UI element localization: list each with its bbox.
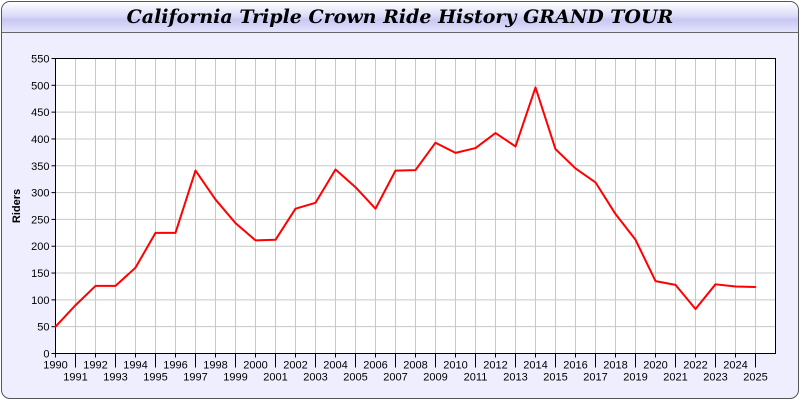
x-tick-label: 2025 <box>743 372 767 384</box>
data-point <box>714 283 717 286</box>
chart-header: California Triple Crown Ride History GRA… <box>2 2 798 33</box>
data-point <box>234 222 237 224</box>
y-tick-label: 0 <box>43 349 49 361</box>
x-tick-label: 2016 <box>563 360 587 372</box>
y-tick-label: 350 <box>31 161 49 173</box>
x-tick-label: 1995 <box>143 372 167 384</box>
data-point <box>474 147 477 149</box>
data-point <box>314 201 317 204</box>
series-line <box>54 86 756 328</box>
x-tick-label: 1994 <box>123 360 147 372</box>
data-point <box>674 284 677 286</box>
data-point <box>514 145 517 148</box>
data-point <box>734 285 737 288</box>
x-tick-label: 2008 <box>403 360 427 372</box>
x-tick-label: 1991 <box>63 372 87 384</box>
data-point <box>254 239 257 242</box>
x-tick-label: 2004 <box>323 360 347 372</box>
data-point <box>74 304 77 307</box>
y-tick-label: 100 <box>31 295 49 307</box>
x-tick-label: 2000 <box>243 360 267 372</box>
x-tick-label: 1998 <box>203 360 227 372</box>
y-tick-label: 250 <box>31 214 49 226</box>
y-tick-label: 300 <box>31 188 49 200</box>
data-point <box>394 169 397 172</box>
x-tick-label: 2023 <box>703 372 727 384</box>
data-point <box>214 198 217 201</box>
y-axis-label: Riders <box>11 189 23 223</box>
chart-title: California Triple Crown Ride History GRA… <box>126 6 674 28</box>
data-point <box>94 285 97 287</box>
x-tick-label: 2013 <box>503 372 527 384</box>
data-point <box>294 207 297 210</box>
data-point <box>594 181 597 184</box>
x-tick-label: 2024 <box>723 360 747 372</box>
grid <box>55 58 776 354</box>
x-tick-label: 2007 <box>383 372 407 384</box>
data-point <box>754 286 757 288</box>
y-tick-label: 450 <box>31 107 49 119</box>
x-tick-label: 2001 <box>263 372 287 384</box>
data-point <box>534 86 537 89</box>
x-tick-label: 2003 <box>303 372 327 384</box>
data-point <box>654 280 657 282</box>
x-tick-label: 2020 <box>643 360 667 372</box>
y-tick-label: 50 <box>37 322 49 334</box>
y-tick-label: 400 <box>31 134 49 146</box>
data-point <box>554 148 557 150</box>
data-point <box>634 238 637 241</box>
y-tick-label: 550 <box>31 54 49 66</box>
data-point <box>374 207 377 210</box>
data-point <box>354 186 357 189</box>
x-tick-label: 2015 <box>543 372 567 384</box>
y-tick-label: 500 <box>31 80 49 92</box>
data-point <box>134 266 137 269</box>
x-tick-label: 2009 <box>423 372 447 384</box>
x-tick-label: 2018 <box>603 360 627 372</box>
x-axis: 1990199119921993199419951996199719981999… <box>43 353 768 384</box>
x-tick-label: 2022 <box>683 360 707 372</box>
x-tick-label: 2012 <box>483 360 507 372</box>
x-tick-label: 2010 <box>443 360 467 372</box>
x-tick-label: 1990 <box>43 360 67 372</box>
x-tick-label: 2017 <box>583 372 607 384</box>
x-tick-label: 2006 <box>363 360 387 372</box>
x-tick-label: 1996 <box>163 360 187 372</box>
x-tick-label: 1999 <box>223 372 247 384</box>
data-point <box>574 167 577 170</box>
data-point <box>454 152 457 154</box>
y-axis: 0 50 100 150 200 250 300 350 400 450 500 550 <box>31 54 56 361</box>
x-tick-label: 2005 <box>343 372 367 384</box>
x-tick-label: 1992 <box>83 360 107 372</box>
data-point <box>274 238 277 241</box>
x-tick-label: 2021 <box>663 372 687 384</box>
data-point <box>114 285 117 287</box>
data-point <box>614 213 617 215</box>
x-tick-label: 2019 <box>623 372 647 384</box>
data-point <box>334 168 337 171</box>
x-tick-label: 2002 <box>283 360 307 372</box>
y-tick-label: 200 <box>31 241 49 253</box>
data-points <box>54 86 757 328</box>
data-point <box>494 132 497 134</box>
x-tick-label: 2014 <box>523 360 547 372</box>
data-point <box>194 169 197 172</box>
x-tick-label: 2011 <box>464 372 488 384</box>
data-point <box>54 325 57 328</box>
data-point <box>694 308 697 310</box>
x-tick-label: 1997 <box>183 372 207 384</box>
data-point <box>414 169 417 171</box>
y-tick-label: 150 <box>31 268 49 280</box>
x-tick-label: 1993 <box>103 372 127 384</box>
data-point <box>434 141 437 144</box>
data-point <box>154 232 157 234</box>
data-point <box>174 232 177 234</box>
